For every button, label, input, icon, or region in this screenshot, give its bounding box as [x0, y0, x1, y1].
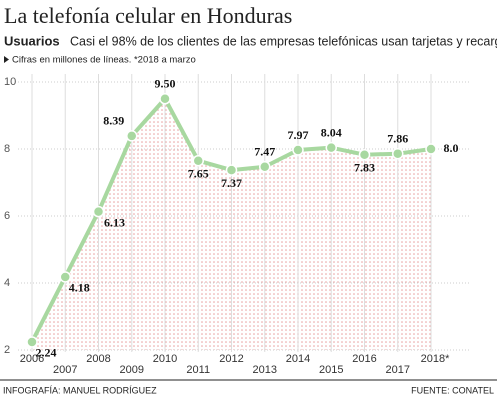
marker	[425, 143, 437, 155]
y-tick-label: 4	[4, 277, 10, 289]
marker	[192, 154, 204, 167]
marker	[325, 141, 337, 154]
value-label: 8.04	[321, 125, 342, 139]
y-tick-label: 10	[4, 76, 16, 88]
y-tick-label: 6	[4, 210, 10, 222]
value-label: 2.24	[36, 346, 57, 360]
x-tick-label: 2007	[53, 364, 77, 376]
x-tick-label: 2008	[86, 353, 110, 365]
x-tick-label: 2013	[253, 364, 277, 376]
value-label: 7.47	[254, 145, 275, 159]
value-label: 9.50	[155, 77, 176, 91]
value-label: 7.37	[221, 176, 242, 190]
subtitle-label: Usuarios	[4, 33, 60, 48]
value-label: 6.13	[104, 215, 125, 229]
x-tick-label: 2017	[386, 364, 410, 376]
x-tick-label: 2006	[20, 353, 44, 365]
x-tick-label: 2012	[219, 353, 243, 365]
marker	[126, 130, 138, 142]
marker	[292, 144, 304, 156]
value-label: 7.86	[387, 131, 408, 145]
marker	[392, 147, 404, 160]
x-tick-label: 2010	[153, 353, 177, 365]
marker	[159, 93, 171, 105]
value-label: 8.39	[103, 114, 124, 128]
footer-left: INFOGRAFÍA: MANUEL RODRÍGUEZ	[3, 385, 157, 395]
value-label: 4.18	[69, 281, 90, 295]
marker	[225, 164, 238, 176]
marker	[26, 336, 38, 348]
note-marker	[4, 56, 9, 63]
value-label: 7.97	[288, 128, 309, 142]
marker	[92, 205, 105, 218]
value-label: 7.83	[354, 160, 375, 174]
value-label: 8.0	[444, 141, 459, 155]
x-tick-label: 2011	[186, 364, 210, 376]
marker	[59, 271, 71, 283]
y-tick-label: 2	[4, 344, 10, 356]
title: La telefonía celular en Honduras	[4, 3, 292, 28]
x-tick-label: 2018*	[421, 353, 450, 365]
marker	[358, 148, 371, 161]
x-tick-label: 2015	[319, 364, 343, 376]
x-tick-label: 2016	[352, 353, 376, 365]
y-tick-label: 8	[4, 143, 10, 155]
subtitle: Casi el 98% de los clientes de las empre…	[70, 34, 497, 48]
marker	[259, 161, 271, 173]
value-label: 7.65	[188, 166, 209, 180]
x-tick-label: 2014	[286, 353, 310, 365]
x-tick-label: 2009	[120, 364, 144, 376]
footer-right: FUENTE: CONATEL	[411, 385, 494, 395]
note: Cifras en millones de líneas. *2018 a ma…	[12, 55, 196, 66]
